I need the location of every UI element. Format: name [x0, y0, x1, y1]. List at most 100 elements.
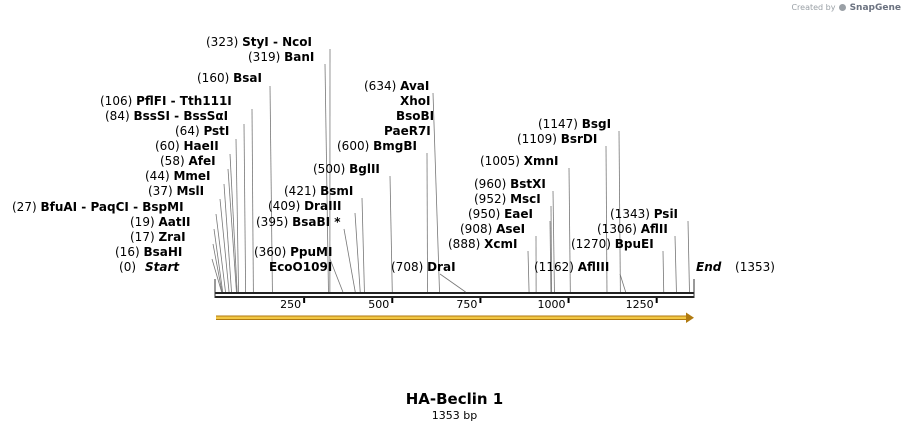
site-leader — [269, 85, 273, 293]
site-position: (421) — [284, 184, 320, 198]
ruler-tick-label: 750 — [456, 298, 477, 311]
map-title-block: HA-Beclin 1 1353 bp — [0, 390, 909, 422]
enzyme-name: BpuEI — [615, 237, 654, 251]
site-label-bstxi[interactable]: (960) BstXI — [474, 177, 546, 191]
enzyme-name: XhoI — [400, 94, 431, 108]
site-label-bsmi[interactable]: (421) BsmI — [284, 184, 353, 198]
site-position: (634) — [364, 79, 400, 93]
enzyme-name: - BssSαI — [170, 109, 228, 123]
site-leader — [329, 258, 344, 293]
site-leader — [324, 63, 329, 293]
site-label-bfuai[interactable]: (27) BfuAI - PaqCI - BspMI — [12, 200, 184, 214]
site-label-xmni[interactable]: (1005) XmnI — [480, 154, 558, 168]
site-label-bglii[interactable]: (500) BglII — [313, 162, 380, 176]
site-label-haeii[interactable]: (60) HaeII — [155, 139, 219, 153]
enzyme-name: - PaqCI — [77, 200, 129, 214]
enzyme-name: BsoBI — [396, 109, 434, 123]
site-label-afei[interactable]: (58) AfeI — [160, 154, 216, 168]
site-label-bsahi[interactable]: (16) BsaHI — [115, 245, 182, 259]
site-label-paer7i[interactable]: PaeR7I — [384, 124, 431, 138]
ruler-tick-label: 1250 — [626, 298, 654, 311]
site-label-bani[interactable]: (319) BanI — [248, 50, 314, 64]
watermark-prefix: Created by — [791, 3, 836, 12]
site-label-bsobi[interactable]: BsoBI — [396, 109, 434, 123]
enzyme-name: AflIII — [578, 260, 610, 274]
enzyme-name: BfuAI — [40, 200, 77, 214]
site-position: (19) — [130, 215, 158, 229]
site-label-aflii[interactable]: (1306) AflII — [597, 222, 668, 236]
enzyme-name: BsaI — [233, 71, 262, 85]
site-leader — [426, 152, 428, 293]
site-leader — [687, 220, 690, 293]
site-position: (1343) — [610, 207, 654, 221]
site-position: (952) — [474, 192, 510, 206]
site-label-bsrdi[interactable]: (1109) BsrDI — [517, 132, 597, 146]
site-position: (360) — [254, 245, 290, 259]
site-position: (106) — [100, 94, 136, 108]
site-label-draiii[interactable]: (409) DraIII — [268, 199, 341, 213]
site-leader — [213, 228, 224, 293]
site-label-asei[interactable]: (908) AseI — [460, 222, 525, 236]
site-leader — [229, 153, 238, 293]
site-leader — [211, 258, 223, 293]
enzyme-name: PaeR7I — [384, 124, 431, 138]
site-label-psti[interactable]: (64) PstI — [175, 124, 229, 138]
enzyme-name: BglII — [349, 162, 380, 176]
site-label-styi[interactable]: (323) StyI - NcoI — [206, 35, 312, 49]
site-label-eaei[interactable]: (950) EaeI — [468, 207, 533, 221]
site-position: (708) — [391, 260, 427, 274]
enzyme-name: BanI — [284, 50, 314, 64]
map-title: HA-Beclin 1 — [405, 390, 504, 408]
site-label-xcmi[interactable]: (888) XcmI — [448, 237, 517, 251]
enzyme-name: PpuMI — [290, 245, 332, 259]
site-position: (84) — [105, 109, 133, 123]
enzyme-name: PflFI — [136, 94, 166, 108]
site-label-msci[interactable]: (952) MscI — [474, 192, 541, 206]
site-leader — [243, 123, 247, 293]
enzyme-name: AseI — [496, 222, 525, 236]
site-label-bsai[interactable]: (160) BsaI — [197, 71, 262, 85]
site-label-drai[interactable]: (708) DraI — [391, 260, 456, 274]
site-label-msli[interactable]: (37) MslI — [148, 184, 204, 198]
site-leader — [527, 250, 530, 293]
enzyme-name: BssSI — [133, 109, 170, 123]
site-label-avai[interactable]: (634) AvaI — [364, 79, 429, 93]
snapgene-watermark: Created by SnapGene — [791, 3, 901, 13]
site-label-bsabi[interactable]: (395) BsaBI * — [256, 215, 341, 229]
enzyme-name: BsrDI — [561, 132, 598, 146]
site-label-bpuei[interactable]: (1270) BpuEI — [571, 237, 654, 251]
site-position: (409) — [268, 199, 304, 213]
site-label-afliii[interactable]: (1162) AflIII — [534, 260, 609, 274]
site-position: (319) — [248, 50, 284, 64]
site-label-ecoo109i[interactable]: EcoO109I — [269, 260, 332, 274]
site-label-zrai[interactable]: (17) ZraI — [130, 230, 186, 244]
site-leader — [219, 198, 230, 293]
site-position: (17) — [130, 230, 158, 244]
site-position: (1005) — [480, 154, 524, 168]
enzyme-name: StyI — [242, 35, 269, 49]
enzyme-name: MslI — [176, 184, 204, 198]
site-label-bmgbi[interactable]: (600) BmgBI — [337, 139, 417, 153]
site-position: (960) — [474, 177, 510, 191]
site-label-ppumi[interactable]: (360) PpuMI — [254, 245, 332, 259]
site-position: (64) — [175, 124, 203, 138]
enzyme-name: MmeI — [173, 169, 210, 183]
site-label-xhoi[interactable]: XhoI — [400, 94, 431, 108]
feature-arrow[interactable] — [216, 312, 694, 324]
site-position: (1270) — [571, 237, 615, 251]
site-label-aatii[interactable]: (19) AatII — [130, 215, 191, 229]
site-position: (600) — [337, 139, 373, 153]
site-label-mmei[interactable]: (44) MmeI — [145, 169, 211, 183]
site-leader — [549, 220, 552, 293]
snapgene-logo-icon — [839, 4, 847, 11]
site-label-pflfi[interactable]: (106) PflFI - Tth111I — [100, 94, 232, 108]
site-label-bsgi[interactable]: (1147) BsgI — [538, 117, 611, 131]
enzyme-name: - NcoI — [269, 35, 312, 49]
site-position: (395) — [256, 215, 292, 229]
site-position: (1109) — [517, 132, 561, 146]
site-label-psii[interactable]: (1343) PsiI — [610, 207, 678, 221]
enzyme-name: BsmI — [320, 184, 353, 198]
ruler-tick-label: 500 — [368, 298, 389, 311]
site-position: (160) — [197, 71, 233, 85]
site-label-bsssi[interactable]: (84) BssSI - BssSαI — [105, 109, 228, 123]
